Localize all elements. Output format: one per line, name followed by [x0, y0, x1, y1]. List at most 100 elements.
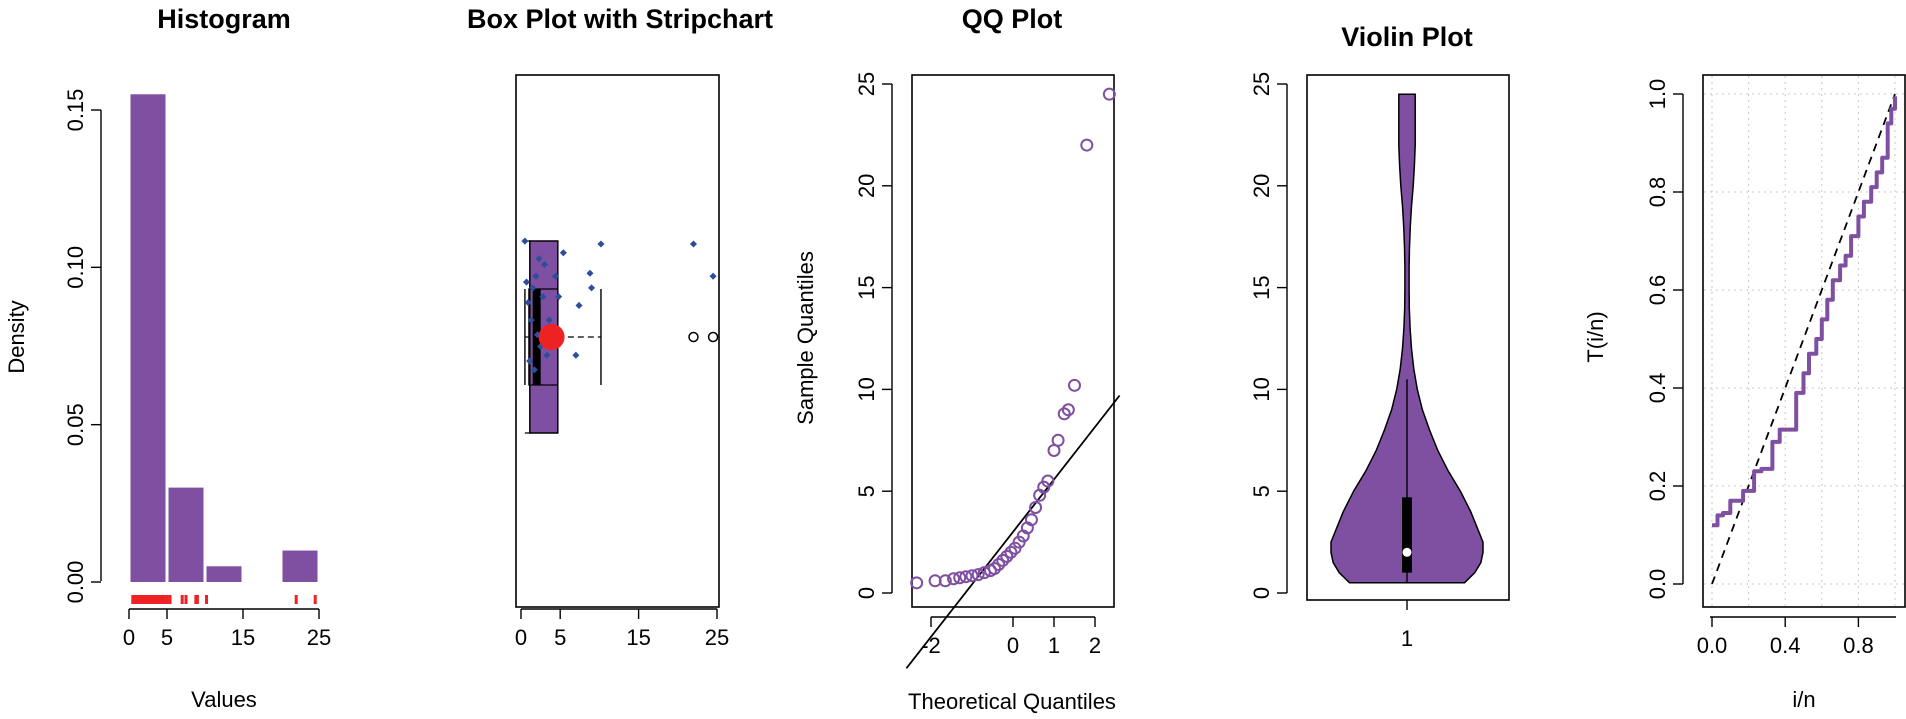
histogram-rug-tick [141, 595, 145, 604]
qqplot-line-segment [905, 394, 1121, 669]
boxplot-strip-point [524, 298, 532, 307]
ttt-y-tick-label: 0.4 [1645, 373, 1670, 404]
histogram-rug-tick [144, 595, 148, 604]
histogram-rug-tick [135, 595, 139, 604]
histogram-x-tick-label: 15 [231, 625, 255, 650]
qqplot-point [1004, 545, 1018, 559]
boxplot-frame [515, 74, 720, 608]
histogram-rug-tick [180, 595, 184, 604]
qqplot-point [1061, 403, 1075, 417]
boxplot-strip-point [588, 284, 596, 292]
boxplot-strip-point [572, 351, 580, 359]
ttt-x-tick-label: 0.0 [1697, 633, 1728, 658]
panel-ttt: T(i/n) i/n 0.0 0.2 0.4 0.6 0.8 1.0 0.0 0.4 0.8 [1583, 74, 1906, 712]
qqplot-point [1102, 87, 1116, 101]
panel-qqplot: QQ Plot Sample Quantiles Theoretical Qua… [793, 4, 1121, 714]
violin-title: Violin Plot [1341, 22, 1473, 52]
ttt-curve [1712, 96, 1897, 528]
histogram-x-tick-label: 25 [307, 625, 331, 650]
ttt-y-tick-label: 0.2 [1645, 471, 1670, 502]
violin-y-tick-label: 20 [1249, 174, 1274, 198]
violin-y-tick-label: 25 [1249, 72, 1274, 96]
ttt-x-tick-label: 0.8 [1843, 633, 1874, 658]
ttt-diagonal-line [1711, 93, 1896, 585]
histogram-rug-tick [133, 595, 137, 604]
histogram-rug-tick [142, 595, 146, 604]
histogram-xlabel: Values [191, 687, 257, 712]
ttt-y-tick-label: 1.0 [1645, 79, 1670, 110]
histogram-rug-tick [165, 595, 169, 604]
qqplot-frame [911, 74, 1115, 608]
boxplot-outlier [688, 331, 699, 343]
histogram-x-tick-label: 0 [123, 625, 135, 650]
boxplot-strip-point [586, 269, 594, 277]
histogram-rug-tick [151, 595, 155, 604]
qqplot-title: QQ Plot [962, 4, 1063, 34]
histogram-rug-tick [162, 595, 166, 604]
histogram-bar [130, 94, 166, 583]
violin-shape [1330, 93, 1484, 584]
qqplot-y-tick-label: 10 [854, 377, 879, 401]
ttt-ylabel: T(i/n) [1583, 311, 1608, 362]
qqplot-x-tick-label: -2 [921, 633, 941, 658]
histogram-bar [282, 550, 318, 582]
boxplot-mean-marker [538, 324, 565, 350]
histogram-y-tick-label: 0.00 [63, 561, 88, 604]
histogram-rug-tick [155, 595, 159, 604]
histogram-x-tick-label: 5 [161, 625, 173, 650]
boxplot-x-tick-label: 15 [626, 625, 650, 650]
violin-x-tick-label: 1 [1401, 626, 1413, 651]
qqplot-point [947, 572, 961, 586]
histogram-rug-tick [194, 595, 198, 604]
qqplot-point [1000, 549, 1014, 563]
boxplot-strip-points [521, 237, 717, 374]
qqplot-reference-line [905, 394, 1121, 669]
histogram-rug-tick [139, 595, 143, 604]
boxplot-x-ticks: 0 5 15 25 [515, 609, 729, 650]
boxplot-strip-point [521, 237, 529, 245]
boxplot-strip-point [545, 316, 553, 324]
histogram-rug-tick [168, 595, 172, 604]
violin-y-tick-label: 10 [1249, 377, 1274, 401]
qqplot-x-tick-label: 0 [1007, 633, 1019, 658]
ttt-y-tick-label: 0.6 [1645, 275, 1670, 306]
qqplot-y-tick-label: 5 [854, 485, 879, 497]
boxplot-strip-point [559, 249, 567, 257]
violin-median-dot [1402, 547, 1412, 557]
boxplot-strip-point [689, 240, 698, 248]
histogram-rug-tick [294, 595, 298, 604]
ttt-y-ticks: 0.0 0.2 0.4 0.6 0.8 1.0 [1645, 79, 1683, 599]
qqplot-y-tick-label: 25 [854, 72, 879, 96]
qqplot-point [988, 562, 1002, 576]
violin-frame [1306, 74, 1510, 601]
histogram-rug-tick [205, 595, 209, 604]
qqplot-point [992, 557, 1006, 571]
boxplot-strip-point [575, 301, 583, 309]
qqplot-x-tick-label: 2 [1089, 633, 1101, 658]
qqplot-point [1080, 138, 1094, 152]
violin-y-tick-label: 0 [1249, 587, 1274, 599]
qqplot-point [1029, 500, 1043, 514]
boxplot-outlier [707, 331, 719, 343]
boxplot-strip-point [709, 272, 717, 280]
boxplot-strip-point [539, 293, 547, 301]
qqplot-x-ticks: -2 0 1 2 [921, 617, 1101, 658]
histogram-rug-tick [147, 595, 151, 604]
boxplot-strip-point [530, 366, 538, 374]
violin-iqr-box [1402, 497, 1412, 573]
ttt-series-line [1712, 96, 1897, 528]
histogram-y-tick-label: 0.10 [63, 246, 88, 289]
boxplot-strip-point [526, 357, 534, 365]
qqplot-y-tick-label: 20 [854, 174, 879, 198]
qqplot-point [996, 553, 1010, 567]
qqplot-points [910, 87, 1116, 590]
qqplot-point [910, 576, 924, 590]
qqplot-y-tick-label: 0 [854, 587, 879, 599]
violin-y-tick-label: 15 [1249, 275, 1274, 299]
boxplot-strip-point [543, 351, 551, 359]
qqplot-ylabel: Sample Quantiles [793, 251, 818, 425]
ttt-diagonal-segment [1711, 93, 1896, 585]
qqplot-point [1041, 474, 1055, 488]
violin-y-ticks: 0 5 10 15 20 25 [1249, 72, 1287, 599]
